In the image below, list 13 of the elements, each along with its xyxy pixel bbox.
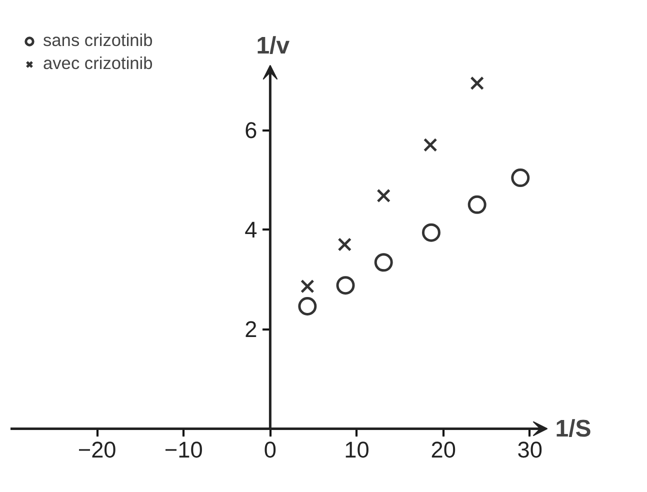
- y-tick-label: 4: [244, 216, 258, 243]
- y-tick-label: 6: [244, 117, 258, 144]
- x-tick-label: −10: [164, 436, 203, 463]
- x-tick-label: 0: [264, 436, 277, 463]
- x-tick-label: 20: [430, 436, 456, 463]
- legend-label: sans crizotinib: [43, 30, 153, 51]
- y-axis-title: 1/v: [256, 32, 290, 60]
- x-tick-label: 30: [517, 436, 543, 463]
- y-tick-label: 2: [244, 316, 258, 342]
- legend-label: avec crizotinib: [43, 53, 153, 74]
- x-axis-title: 1/S: [555, 416, 592, 443]
- x-tick-label: 10: [344, 436, 370, 463]
- x-tick-label: −20: [78, 436, 116, 463]
